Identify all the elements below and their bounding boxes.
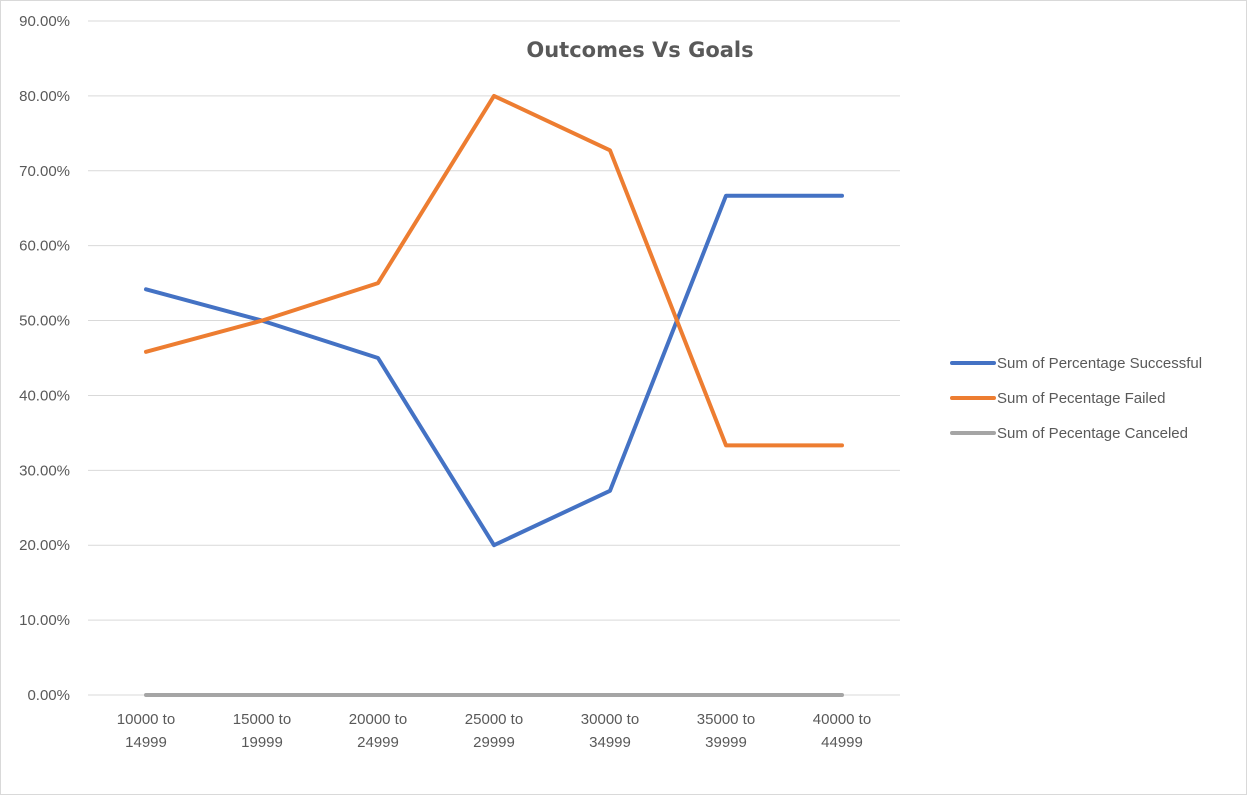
x-tick-label: 30000 to 34999 (581, 711, 639, 751)
gridlines (88, 20, 900, 696)
y-tick-label: 10.00% (19, 612, 70, 629)
x-tick-label: 35000 to 39999 (697, 711, 755, 751)
series-line-2 (144, 93, 844, 448)
series-lines (144, 93, 844, 697)
chart-title: Outcomes Vs Goals (526, 38, 753, 62)
x-tick-label: 40000 to 44999 (813, 711, 871, 751)
legend-item: Sum of Percentage Successful (950, 355, 1202, 372)
y-tick-label: 60.00% (19, 238, 70, 255)
legend-label: Sum of Pecentage Failed (997, 390, 1165, 407)
x-axis-tick-labels: 10000 to 14999 15000 to 19999 20000 to 24999 2… (117, 711, 871, 751)
series-line-1 (144, 193, 844, 548)
y-tick-label: 30.00% (19, 462, 70, 479)
x-tick-label: 25000 to 29999 (465, 711, 523, 751)
legend: Sum of Percentage Successful Sum of Pecen… (950, 355, 1202, 442)
y-tick-label: 20.00% (19, 537, 70, 554)
y-tick-label: 80.00% (19, 88, 70, 105)
y-tick-label: 70.00% (19, 163, 70, 180)
x-tick-label: 10000 to 14999 (117, 711, 175, 751)
x-tick-label: 15000 to 19999 (233, 711, 291, 751)
y-tick-label: 0.00% (27, 687, 70, 704)
legend-item: Sum of Pecentage Canceled (950, 425, 1188, 442)
y-axis-tick-labels: 0.00% 10.00% 20.00% 30.00% 40.00% 50.00% 60.00… (19, 13, 70, 704)
y-tick-label: 90.00% (19, 13, 70, 30)
y-tick-label: 50.00% (19, 313, 70, 330)
x-tick-label: 20000 to 24999 (349, 711, 407, 751)
legend-label: Sum of Percentage Successful (997, 355, 1202, 372)
y-tick-label: 40.00% (19, 387, 70, 404)
legend-label: Sum of Pecentage Canceled (997, 425, 1188, 442)
legend-item: Sum of Pecentage Failed (950, 390, 1165, 407)
